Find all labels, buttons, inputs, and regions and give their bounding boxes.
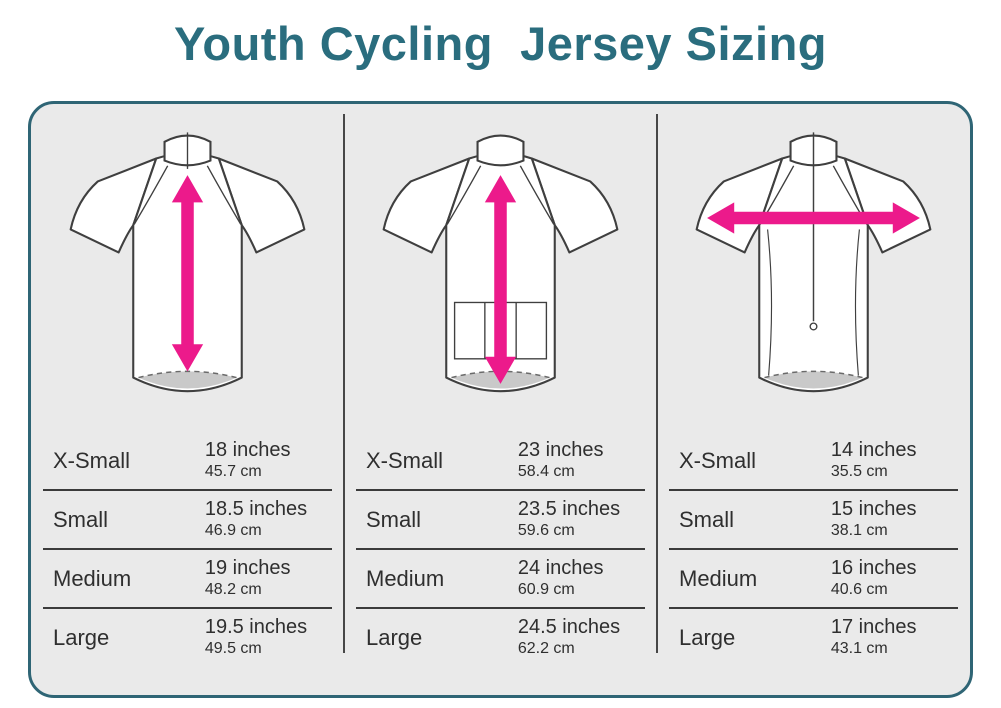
front-length-size-table: X-Small 18 inches 45.7 cm Small 18.5 inc… xyxy=(43,432,332,666)
raglan-seam-right xyxy=(519,165,555,225)
chest-width-size-table: X-Small 14 inches 35.5 cm Small 15 inche… xyxy=(669,432,958,666)
size-value: 24.5 inches 62.2 cm xyxy=(518,616,620,658)
inches-value: 19.5 inches xyxy=(204,616,308,639)
side-seam-left xyxy=(767,229,773,376)
size-label: Small xyxy=(679,506,735,532)
table-row-large: Large 17 inches 43.1 cm xyxy=(669,609,958,666)
table-row-medium: Medium 24 inches 60.9 cm xyxy=(356,550,645,609)
size-value: 18 inches 45.7 cm xyxy=(205,439,291,481)
size-label: X-Small xyxy=(53,447,131,473)
inches-value: 23 inches xyxy=(517,439,604,462)
size-value: 23.5 inches 59.6 cm xyxy=(518,498,620,540)
size-value: 16 inches 40.6 cm xyxy=(831,557,917,599)
page-title: Youth Cycling Jersey Sizing xyxy=(174,17,827,70)
size-label: Large xyxy=(679,624,736,650)
size-value: 17 inches 43.1 cm xyxy=(831,616,917,658)
inches-value: 18.5 inches xyxy=(204,498,308,521)
size-label: Medium xyxy=(366,565,445,591)
cm-value: 46.9 cm xyxy=(204,521,262,539)
cm-value: 35.5 cm xyxy=(830,462,888,480)
table-row-small: Small 18.5 inches 46.9 cm xyxy=(43,491,332,550)
right-sleeve xyxy=(843,157,932,254)
table-row-small: Small 15 inches 38.1 cm xyxy=(669,491,958,550)
left-sleeve xyxy=(69,157,158,254)
raglan-seam-left xyxy=(133,165,169,225)
cm-value: 38.1 cm xyxy=(830,521,888,539)
cm-value: 45.7 cm xyxy=(204,462,262,480)
side-seam-right xyxy=(854,229,860,376)
cm-value: 59.6 cm xyxy=(517,521,575,539)
size-label: X-Small xyxy=(679,447,757,473)
inches-value: 24 inches xyxy=(517,557,604,580)
left-sleeve xyxy=(382,157,471,254)
table-row-small: Small 23.5 inches 59.6 cm xyxy=(356,491,645,550)
cm-value: 62.2 cm xyxy=(517,639,575,657)
cm-value: 48.2 cm xyxy=(204,580,262,598)
size-value: 18.5 inches 46.9 cm xyxy=(205,498,307,540)
cm-value: 60.9 cm xyxy=(517,580,575,598)
size-value: 19.5 inches 49.5 cm xyxy=(205,616,307,658)
table-row-large: Large 24.5 inches 62.2 cm xyxy=(356,609,645,666)
size-value: 19 inches 48.2 cm xyxy=(205,557,291,599)
size-label: Large xyxy=(366,624,423,650)
jersey-front-view-diagram xyxy=(69,132,306,393)
chest-width-figure xyxy=(657,104,970,430)
size-label: Large xyxy=(53,624,110,650)
table-row-large: Large 19.5 inches 49.5 cm xyxy=(43,609,332,666)
panel-chest-width: X-Small 14 inches 35.5 cm Small 15 inche… xyxy=(656,104,970,695)
cm-value: 40.6 cm xyxy=(830,580,888,598)
cm-value: 58.4 cm xyxy=(517,462,575,480)
size-label: Medium xyxy=(53,565,132,591)
hem-stitching xyxy=(764,370,863,379)
inches-value: 14 inches xyxy=(830,439,917,462)
size-value: 14 inches 35.5 cm xyxy=(831,439,917,481)
back-length-figure xyxy=(344,104,657,430)
right-sleeve xyxy=(530,157,619,254)
table-row-medium: Medium 19 inches 48.2 cm xyxy=(43,550,332,609)
inches-value: 24.5 inches xyxy=(517,616,621,639)
inches-value: 17 inches xyxy=(830,616,917,639)
horizontal-double-arrow-icon xyxy=(707,202,920,234)
cm-value: 43.1 cm xyxy=(830,639,888,657)
table-row-xsmall: X-Small 14 inches 35.5 cm xyxy=(669,432,958,491)
front-length-figure xyxy=(31,104,344,430)
inches-value: 15 inches xyxy=(830,498,917,521)
raglan-seam-right xyxy=(206,165,242,225)
inches-value: 16 inches xyxy=(830,557,917,580)
table-row-medium: Medium 16 inches 40.6 cm xyxy=(669,550,958,609)
vertical-double-arrow-icon xyxy=(171,175,204,372)
size-label: Small xyxy=(366,506,422,532)
back-length-size-table: X-Small 23 inches 58.4 cm Small 23.5 inc… xyxy=(356,432,645,666)
zipper-pull xyxy=(809,322,818,331)
inches-value: 18 inches xyxy=(204,439,291,462)
cm-value: 49.5 cm xyxy=(204,639,262,657)
size-label: X-Small xyxy=(366,447,444,473)
panel-front-length: X-Small 18 inches 45.7 cm Small 18.5 inc… xyxy=(31,104,344,695)
inches-value: 23.5 inches xyxy=(517,498,621,521)
raglan-seam-left xyxy=(446,165,482,225)
table-row-xsmall: X-Small 23 inches 58.4 cm xyxy=(356,432,645,491)
collar xyxy=(476,134,525,167)
hem-stitching xyxy=(138,370,237,379)
left-sleeve xyxy=(695,157,784,254)
sizing-panel: X-Small 18 inches 45.7 cm Small 18.5 inc… xyxy=(28,101,973,698)
size-label: Small xyxy=(53,506,109,532)
size-label: Medium xyxy=(679,565,758,591)
right-sleeve xyxy=(217,157,306,254)
size-value: 24 inches 60.9 cm xyxy=(518,557,604,599)
inches-value: 19 inches xyxy=(204,557,291,580)
table-row-xsmall: X-Small 18 inches 45.7 cm xyxy=(43,432,332,491)
jersey-back-view-diagram xyxy=(382,134,619,393)
hem-inner-shadow xyxy=(764,371,863,389)
size-value: 15 inches 38.1 cm xyxy=(831,498,917,540)
panel-back-length: X-Small 23 inches 58.4 cm Small 23.5 inc… xyxy=(343,104,657,695)
size-value: 23 inches 58.4 cm xyxy=(518,439,604,481)
vertical-double-arrow-icon xyxy=(484,175,517,384)
jersey-front-zipper-diagram xyxy=(695,132,932,393)
hem-inner-shadow xyxy=(138,371,237,389)
